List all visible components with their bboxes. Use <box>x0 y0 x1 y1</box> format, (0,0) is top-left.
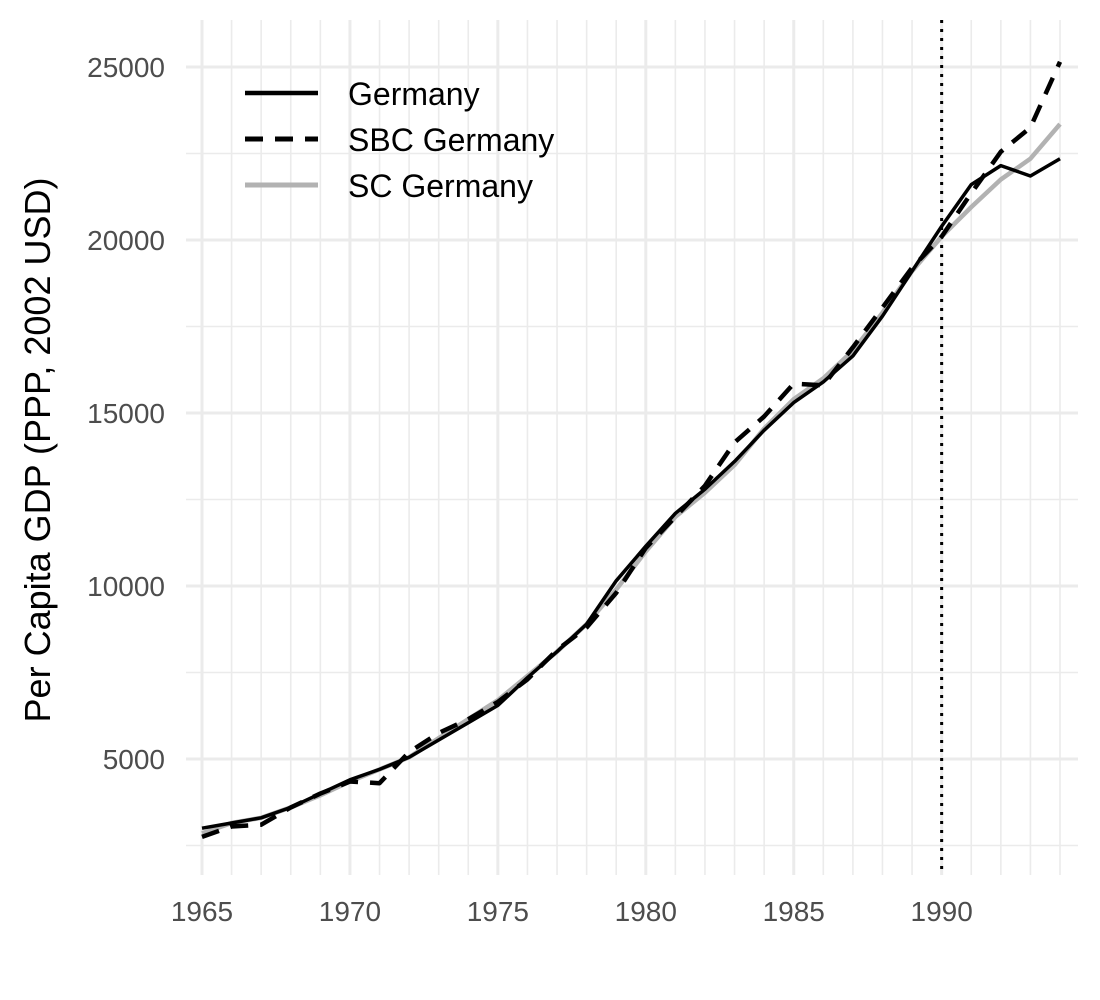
y-tick-label: 20000 <box>87 225 165 256</box>
y-axis-ticks: 5000 10000 15000 20000 25000 <box>87 52 165 775</box>
x-tick-label: 1970 <box>319 896 381 927</box>
y-tick-label: 5000 <box>103 744 165 775</box>
y-tick-label: 10000 <box>87 571 165 602</box>
series-line-germany <box>201 157 1061 830</box>
series-line-sc-germany <box>201 122 1062 836</box>
series-line-sbc-germany <box>201 60 1063 840</box>
x-tick-label: 1985 <box>763 896 825 927</box>
legend-label: SBC Germany <box>348 122 554 158</box>
grid <box>186 20 1078 875</box>
y-tick-label: 25000 <box>87 52 165 83</box>
y-tick-label: 15000 <box>87 398 165 429</box>
legend-label: Germany <box>348 76 480 112</box>
x-axis-ticks: 1965 1970 1975 1980 1985 1990 <box>171 896 973 927</box>
legend-item: SBC Germany <box>245 122 554 158</box>
x-tick-label: 1975 <box>467 896 529 927</box>
x-tick-label: 1980 <box>615 896 677 927</box>
legend-item: SC Germany <box>245 168 533 204</box>
x-tick-label: 1990 <box>911 896 973 927</box>
legend: Germany SBC Germany SC Germany <box>245 76 554 204</box>
legend-item: Germany <box>245 76 480 112</box>
series-lines <box>201 60 1063 840</box>
y-axis-title: Per Capita GDP (PPP, 2002 USD) <box>17 178 58 723</box>
x-tick-label: 1965 <box>171 896 233 927</box>
legend-label: SC Germany <box>348 168 533 204</box>
